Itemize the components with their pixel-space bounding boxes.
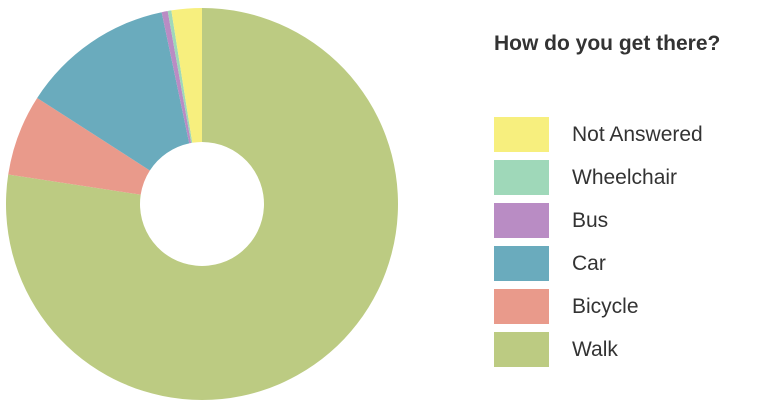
legend-title: How do you get there? [494, 32, 721, 55]
legend-item-bicycle: Bicycle [494, 285, 703, 328]
legend: Not Answered Wheelchair Bus Car Bicycle … [494, 113, 703, 371]
legend-label-bus: Bus [572, 208, 609, 232]
legend-swatch-not-answered [494, 117, 549, 152]
legend-label-walk: Walk [572, 337, 618, 361]
legend-item-wheelchair: Wheelchair [494, 156, 703, 199]
legend-swatch-bicycle [494, 289, 549, 324]
legend-swatch-wheelchair [494, 160, 549, 195]
legend-label-wheelchair: Wheelchair [572, 165, 678, 189]
slice-not-answered [171, 8, 202, 143]
legend-label-not-answered: Not Answered [572, 122, 703, 146]
legend-swatch-car [494, 246, 549, 281]
legend-item-bus: Bus [494, 199, 703, 242]
donut-chart [5, 8, 398, 401]
legend-swatch-bus [494, 203, 549, 238]
slice-wheelchair [167, 10, 193, 143]
legend-label-bicycle: Bicycle [572, 294, 639, 318]
slice-car [37, 12, 190, 171]
slice-walk [5, 8, 398, 401]
legend-item-car: Car [494, 242, 703, 285]
legend-label-car: Car [572, 251, 606, 275]
legend-swatch-walk [494, 332, 549, 367]
slice-bus [161, 11, 192, 144]
legend-item-walk: Walk [494, 328, 703, 371]
legend-item-not-answered: Not Answered [494, 113, 703, 156]
slice-bicycle [8, 97, 150, 195]
